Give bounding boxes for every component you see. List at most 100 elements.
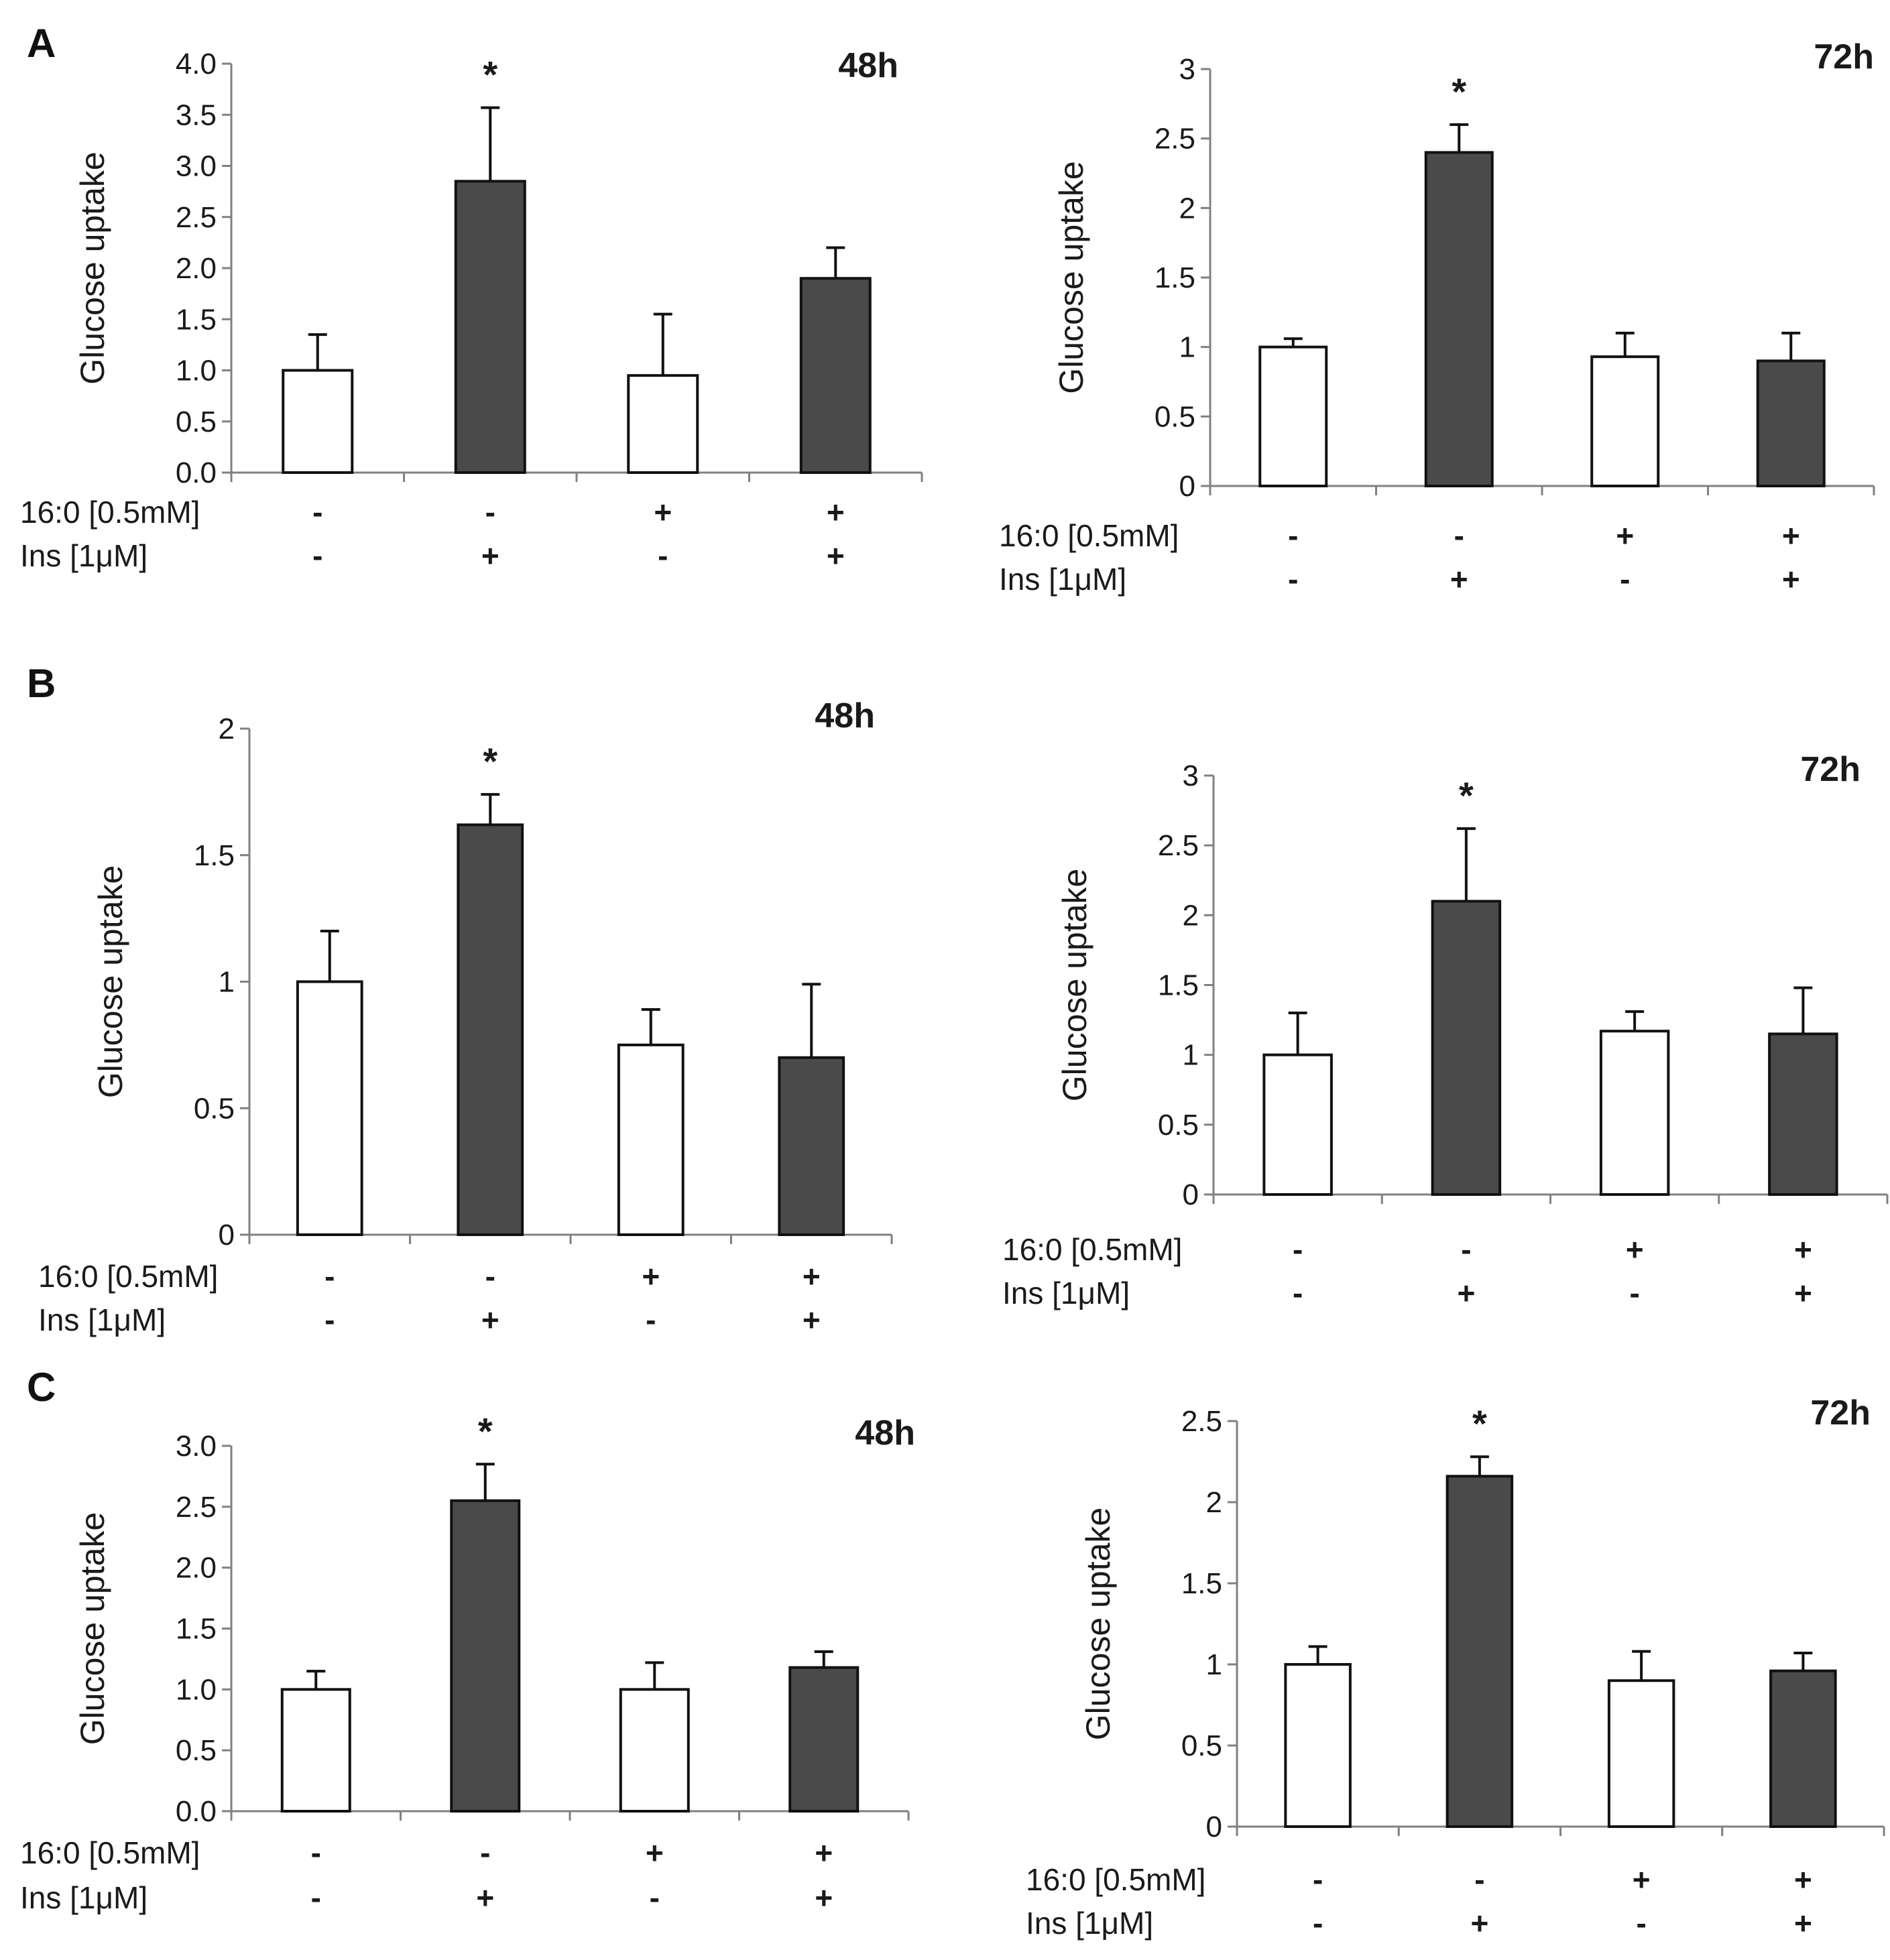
treatment-sign: - bbox=[324, 1302, 335, 1337]
y-tick-label: 2.5 bbox=[1158, 829, 1199, 862]
treatment-sign: + bbox=[1470, 1906, 1488, 1941]
treatment-sign: - bbox=[1636, 1906, 1646, 1941]
y-tick-label: 3.0 bbox=[176, 150, 217, 183]
treatment-sign: + bbox=[827, 538, 845, 573]
bar bbox=[617, 1043, 685, 1236]
treatment-sign: + bbox=[654, 495, 672, 530]
treatment-sign: - bbox=[312, 538, 322, 573]
y-tick-label: 0 bbox=[1179, 470, 1195, 503]
row-label-insulin: Ins [1μM] bbox=[20, 538, 147, 573]
y-axis-label: Glucose uptake bbox=[92, 865, 129, 1098]
y-tick-label: 0.5 bbox=[194, 1092, 235, 1125]
chart-title: 72h bbox=[1800, 750, 1861, 789]
chart-title: 48h bbox=[815, 696, 875, 735]
bar bbox=[788, 1666, 860, 1813]
row-label-palmitate: 16:0 [0.5mM] bbox=[20, 495, 200, 530]
treatment-sign: + bbox=[1633, 1862, 1651, 1897]
panel-label-c: C bbox=[27, 1365, 56, 1410]
panel-label-b: B bbox=[27, 661, 56, 706]
significance-marker: * bbox=[1459, 774, 1474, 816]
bar bbox=[1769, 1669, 1837, 1828]
row-label-insulin: Ins [1μM] bbox=[20, 1880, 147, 1915]
y-tick-label: 0.0 bbox=[176, 456, 217, 489]
y-tick-label: 1 bbox=[1183, 1039, 1199, 1072]
row-label-insulin: Ins [1μM] bbox=[999, 562, 1126, 597]
significance-marker: * bbox=[1452, 70, 1466, 113]
row-label-palmitate: 16:0 [0.5mM] bbox=[1026, 1862, 1205, 1897]
y-tick-label: 0.5 bbox=[1158, 1109, 1199, 1142]
treatment-sign: - bbox=[485, 495, 495, 530]
treatment-sign: - bbox=[1461, 1232, 1471, 1267]
bar bbox=[799, 277, 872, 474]
bar bbox=[1258, 345, 1328, 488]
row-label-insulin: Ins [1μM] bbox=[38, 1302, 166, 1337]
chart-c-48h: 0.0 0.5 1.0 1.5 2.0 2.5 3.0 Glucose uptake 48h * 1… bbox=[20, 1410, 915, 1915]
bar bbox=[282, 369, 354, 474]
y-tick-label: 0.5 bbox=[176, 1734, 217, 1767]
treatment-sign: + bbox=[1794, 1906, 1812, 1941]
y-tick-label: 1.5 bbox=[194, 839, 235, 872]
y-tick-label: 0.0 bbox=[176, 1795, 217, 1828]
treatment-sign: + bbox=[1782, 518, 1800, 553]
y-tick-label: 1 bbox=[219, 966, 235, 999]
treatment-sign: - bbox=[1313, 1862, 1323, 1897]
treatment-sign: + bbox=[1457, 1276, 1475, 1310]
bar bbox=[1284, 1663, 1352, 1828]
bar bbox=[450, 1499, 521, 1813]
y-tick-label: 3.0 bbox=[176, 1430, 217, 1463]
y-tick-label: 2.0 bbox=[176, 1552, 217, 1585]
treatment-sign: + bbox=[815, 1880, 833, 1915]
treatment-sign: - bbox=[1288, 518, 1298, 553]
treatment-sign: - bbox=[1293, 1276, 1303, 1310]
y-axis-label: Glucose uptake bbox=[74, 1512, 111, 1745]
y-axis-label: Glucose uptake bbox=[1056, 869, 1094, 1101]
row-label-insulin: Ins [1μM] bbox=[1026, 1906, 1153, 1941]
treatment-sign: - bbox=[1474, 1862, 1484, 1897]
y-tick-label: 0.5 bbox=[176, 406, 217, 438]
y-tick-label: 1.5 bbox=[1158, 969, 1199, 1002]
treatment-sign: - bbox=[485, 1259, 495, 1294]
row-label-palmitate: 16:0 [0.5mM] bbox=[20, 1835, 200, 1870]
treatment-sign: - bbox=[480, 1835, 490, 1870]
y-tick-label: 2 bbox=[1206, 1486, 1222, 1519]
chart-a-72h: 0 0.5 1 1.5 2 2.5 3 Glucose uptake 72h * 16:0 [0.5… bbox=[999, 38, 1875, 597]
significance-marker: * bbox=[483, 740, 497, 782]
bar bbox=[778, 1056, 845, 1236]
y-tick-label: 1 bbox=[1206, 1648, 1222, 1681]
treatment-sign: + bbox=[815, 1835, 833, 1870]
chart-title: 72h bbox=[1810, 1394, 1871, 1432]
y-tick-label: 1 bbox=[1179, 331, 1195, 364]
y-tick-label: 2 bbox=[1183, 899, 1199, 932]
y-tick-label: 2.5 bbox=[1181, 1405, 1222, 1438]
y-axis-label: Glucose uptake bbox=[74, 151, 111, 384]
treatment-sign: - bbox=[311, 1880, 321, 1915]
treatment-sign: - bbox=[658, 538, 668, 573]
treatment-sign: + bbox=[1782, 562, 1800, 597]
y-tick-label: 2 bbox=[219, 713, 235, 745]
treatment-sign: + bbox=[481, 538, 499, 573]
treatment-sign: + bbox=[1794, 1232, 1812, 1267]
bar bbox=[1424, 151, 1494, 487]
y-tick-label: 3 bbox=[1183, 759, 1199, 792]
significance-marker: * bbox=[478, 1410, 493, 1452]
treatment-sign: - bbox=[311, 1835, 321, 1870]
bar bbox=[1599, 1030, 1670, 1196]
treatment-sign: + bbox=[1450, 562, 1468, 597]
treatment-sign: - bbox=[1288, 562, 1298, 597]
treatment-sign: - bbox=[1293, 1232, 1303, 1267]
treatment-sign: + bbox=[642, 1259, 660, 1294]
treatment-sign: + bbox=[646, 1835, 664, 1870]
bar bbox=[454, 180, 526, 474]
y-axis-label: Glucose uptake bbox=[1053, 161, 1090, 393]
bar bbox=[619, 1688, 690, 1813]
y-tick-label: 0.5 bbox=[1155, 400, 1195, 433]
row-label-palmitate: 16:0 [0.5mM] bbox=[38, 1259, 218, 1294]
treatment-sign: - bbox=[1620, 562, 1630, 597]
y-tick-label: 4.0 bbox=[176, 48, 217, 80]
bar bbox=[1590, 355, 1660, 487]
treatment-sign: - bbox=[324, 1259, 335, 1294]
bar bbox=[1768, 1032, 1838, 1197]
chart-b-72h: 0 0.5 1 1.5 2 2.5 3 Glucose uptake 72h * 16:0 [0.5… bbox=[1002, 750, 1889, 1310]
bar bbox=[627, 374, 699, 474]
